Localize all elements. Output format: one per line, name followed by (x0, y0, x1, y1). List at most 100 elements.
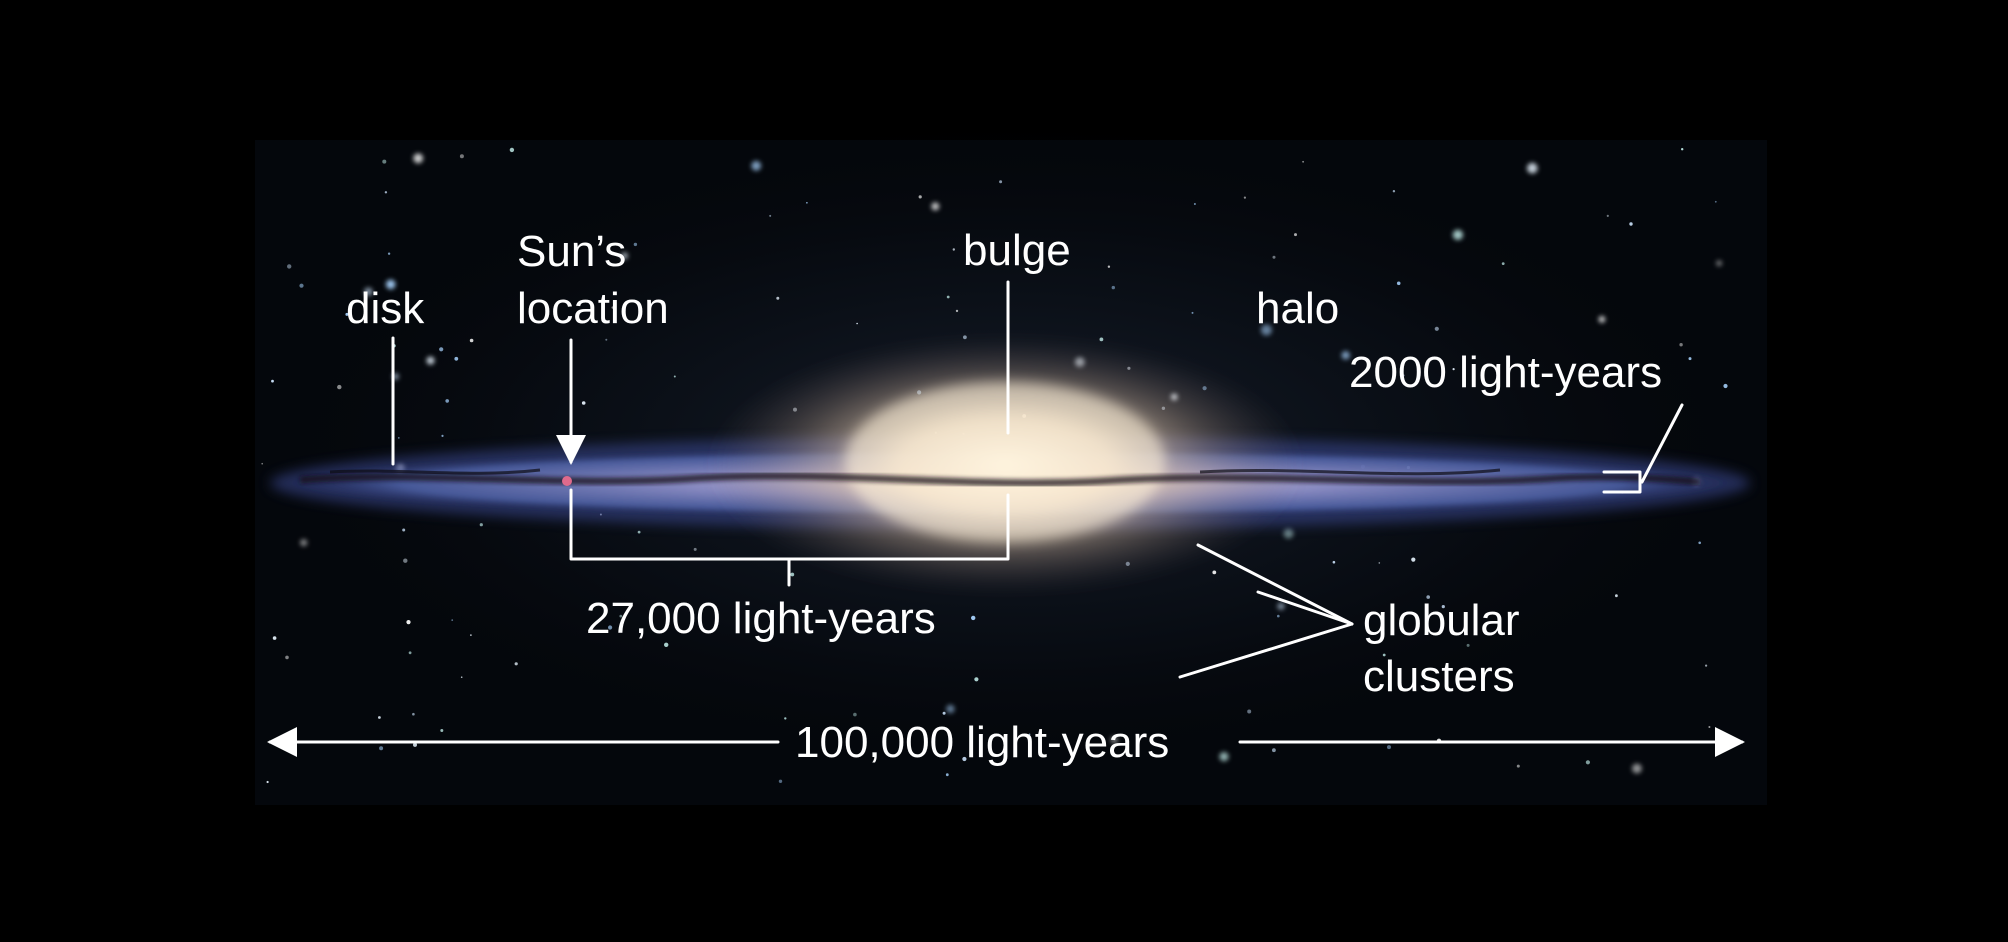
halo-label: halo (1256, 284, 1339, 333)
star (1716, 260, 1723, 267)
star (1705, 664, 1708, 667)
star (300, 539, 308, 547)
globular-pointer-upper (1196, 543, 1354, 626)
star (514, 662, 518, 666)
star (509, 147, 515, 153)
star (285, 655, 289, 660)
star (441, 434, 444, 437)
bulge-core (845, 382, 1165, 542)
star (271, 379, 274, 383)
thickness-label: 2000 light-years (1349, 348, 1662, 397)
star (1426, 595, 1430, 599)
globular-clusters-label-line1: globular (1363, 596, 1520, 645)
sun-marker (562, 476, 572, 486)
star (1260, 324, 1272, 336)
star (1396, 281, 1401, 286)
star (479, 523, 483, 527)
star (1392, 190, 1396, 193)
star (1272, 748, 1276, 753)
star (1598, 316, 1606, 323)
star (942, 711, 946, 715)
star (1277, 602, 1285, 610)
star (1219, 752, 1229, 762)
star (412, 712, 415, 716)
star (621, 252, 628, 260)
star (403, 558, 408, 563)
star (387, 252, 391, 255)
star (1688, 357, 1692, 361)
star (1411, 557, 1416, 562)
star (1193, 203, 1196, 205)
star (946, 704, 955, 714)
star (962, 756, 967, 762)
star (266, 780, 269, 784)
star (608, 625, 613, 630)
diameter-label: 100,000 light-years (795, 718, 1169, 767)
star (1452, 229, 1463, 240)
star (1441, 605, 1445, 609)
star (1615, 594, 1618, 598)
star (454, 356, 459, 361)
bulge-label: bulge (963, 226, 1071, 275)
star (856, 322, 858, 325)
star (413, 742, 417, 747)
star (1723, 383, 1728, 389)
star (1277, 614, 1280, 618)
star (364, 287, 373, 297)
star (1111, 285, 1116, 290)
globular-pointer-lower (1178, 622, 1354, 679)
star (261, 462, 264, 465)
star (1382, 653, 1386, 657)
star (946, 295, 950, 299)
star (469, 338, 474, 343)
star (1681, 148, 1684, 151)
star (1099, 337, 1104, 342)
sun-location-label-line1: Sun’s (517, 227, 626, 276)
star (470, 634, 472, 636)
star (337, 384, 342, 390)
star (784, 717, 787, 720)
star (999, 180, 1003, 184)
star (1466, 643, 1470, 647)
star (1434, 326, 1439, 331)
star (664, 642, 669, 647)
star (406, 620, 411, 625)
star (971, 615, 976, 621)
star (445, 399, 450, 403)
star (637, 530, 641, 534)
sun-distance-label: 27,000 light-years (586, 594, 936, 643)
star (384, 191, 388, 194)
star (345, 312, 349, 316)
star (379, 746, 384, 751)
globular-clusters-label-line2: clusters (1363, 652, 1515, 701)
star (1632, 763, 1642, 774)
star (413, 153, 424, 164)
dust-lane (299, 472, 1701, 487)
star (778, 779, 783, 783)
star (402, 528, 406, 532)
star (1332, 560, 1336, 564)
star (1501, 262, 1505, 265)
star (1294, 233, 1297, 237)
star (605, 338, 608, 341)
star (1272, 255, 1276, 259)
star (439, 347, 444, 352)
star (1714, 200, 1717, 203)
star (440, 729, 444, 732)
star (693, 547, 697, 551)
globular-pointer-middle (1256, 590, 1354, 626)
star (382, 159, 387, 164)
star (1588, 370, 1592, 373)
star (633, 242, 638, 247)
star (1247, 709, 1252, 714)
star (1028, 733, 1031, 736)
star (1387, 745, 1391, 750)
star (272, 636, 277, 640)
star (426, 356, 435, 365)
star (769, 214, 772, 217)
star (287, 264, 292, 269)
star (611, 306, 614, 309)
star (751, 160, 762, 171)
sun-distance-bracket (569, 488, 1010, 587)
star (931, 202, 940, 211)
